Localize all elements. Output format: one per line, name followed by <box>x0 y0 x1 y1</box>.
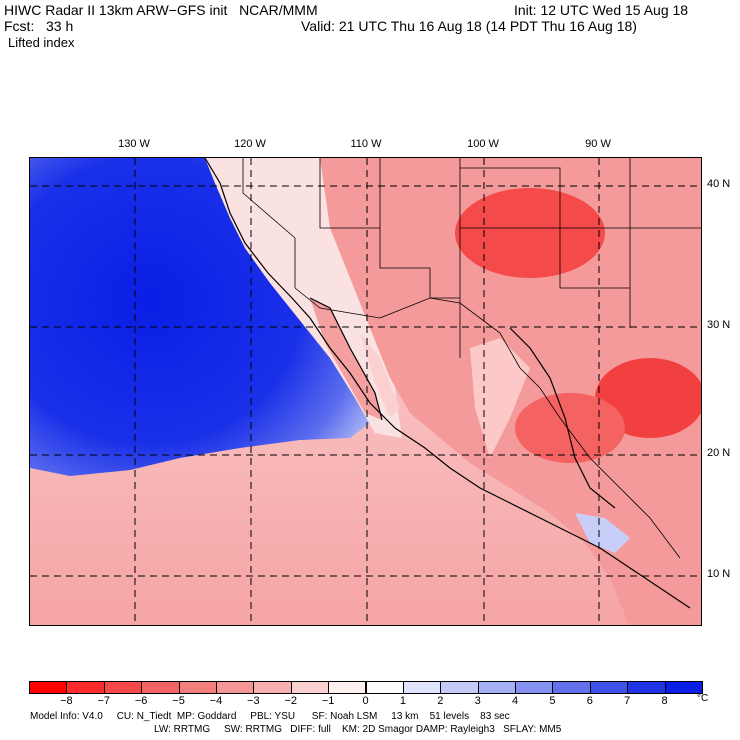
gulf-of-california <box>360 333 400 418</box>
lat-label-40n: 40 N <box>707 178 731 190</box>
political-boundaries <box>242 158 701 559</box>
stable-ocean-region <box>30 158 370 476</box>
field-name: Lifted index <box>8 35 75 50</box>
colorbar-swatch <box>664 681 703 694</box>
lat-label-30n: 30 N <box>707 319 731 331</box>
lon-label-130w: 130 W <box>118 138 150 150</box>
colorbar-label: −4 <box>209 695 223 707</box>
colorbar-label: 7 <box>624 695 631 707</box>
colorbar-label: 2 <box>437 695 444 707</box>
lon-label-100w: 100 W <box>467 138 499 150</box>
lon-label-110w: 110 W <box>350 138 382 150</box>
valid-time: Valid: 21 UTC Thu 16 Aug 18 (14 PDT Thu … <box>301 18 637 34</box>
model-info-line2: LW: RRTMG SW: RRTMG DIFF: full KM: 2D Sm… <box>154 724 562 735</box>
colorbar-label: −1 <box>321 695 335 707</box>
graticule <box>30 158 701 625</box>
colorbar-swatch <box>29 681 68 694</box>
colorbar-swatch <box>290 681 330 694</box>
colorbar-label: −6 <box>134 695 148 707</box>
colorbar-label: 3 <box>474 695 481 707</box>
colorbar-swatch <box>365 681 404 694</box>
colorbar-swatch <box>178 681 217 694</box>
colorbar-label: 6 <box>586 695 593 707</box>
mexican-plateau <box>470 338 530 458</box>
colorbar-swatch <box>103 681 143 694</box>
colorbar-swatch <box>477 681 517 694</box>
forecast-hour: Fcst: 33 h <box>4 18 74 34</box>
colorbar-swatch <box>402 681 442 694</box>
colorbar-swatch <box>66 681 105 694</box>
unstable-mexico-coast <box>515 393 625 463</box>
colorbar-swatch <box>552 681 591 694</box>
colorbar-swatch <box>141 681 180 694</box>
colorbar-label: 0 <box>362 695 369 707</box>
colorbar-label: −3 <box>247 695 260 707</box>
colorbar-label: 8 <box>661 695 668 707</box>
colorbar-swatch <box>440 681 479 694</box>
colorbar-swatch <box>515 681 554 694</box>
colorbar-label: 4 <box>511 695 519 707</box>
colorbar-unit: °C <box>697 693 709 704</box>
colorbar-swatch <box>627 681 666 694</box>
map-panel <box>29 157 702 626</box>
colorbar-label: −2 <box>284 695 297 707</box>
colorbar-swatch <box>215 681 255 694</box>
coastline <box>204 158 691 609</box>
lat-label-10n: 10 N <box>707 568 731 580</box>
lat-label-20n: 20 N <box>707 447 731 459</box>
stable-pacific-patch <box>575 513 630 553</box>
header-model-line: HIWC Radar II 13km ARW−GFS init NCAR/MMM <box>4 2 318 18</box>
init-time: Init: 12 UTC Wed 15 Aug 18 <box>514 2 689 18</box>
colorbar-label: −8 <box>60 695 73 707</box>
colorbar-label: 1 <box>399 695 406 707</box>
colorbar-label: −5 <box>172 695 185 707</box>
model-info-line1: Model Info: V4.0 CU: N_Tiedt MP: Goddard… <box>30 711 510 722</box>
lon-label-120w: 120 W <box>234 138 266 150</box>
lifted-index-map <box>30 158 701 625</box>
baja-peninsula <box>310 298 382 420</box>
unstable-plains-region <box>455 188 605 278</box>
colorbar-label: 5 <box>549 695 556 707</box>
colorbar-swatch <box>328 681 367 694</box>
lon-label-90w: 90 W <box>585 138 611 150</box>
colorbar-swatch <box>253 681 292 694</box>
colorbar-label: −7 <box>97 695 111 707</box>
colorbar-swatch <box>589 681 629 694</box>
